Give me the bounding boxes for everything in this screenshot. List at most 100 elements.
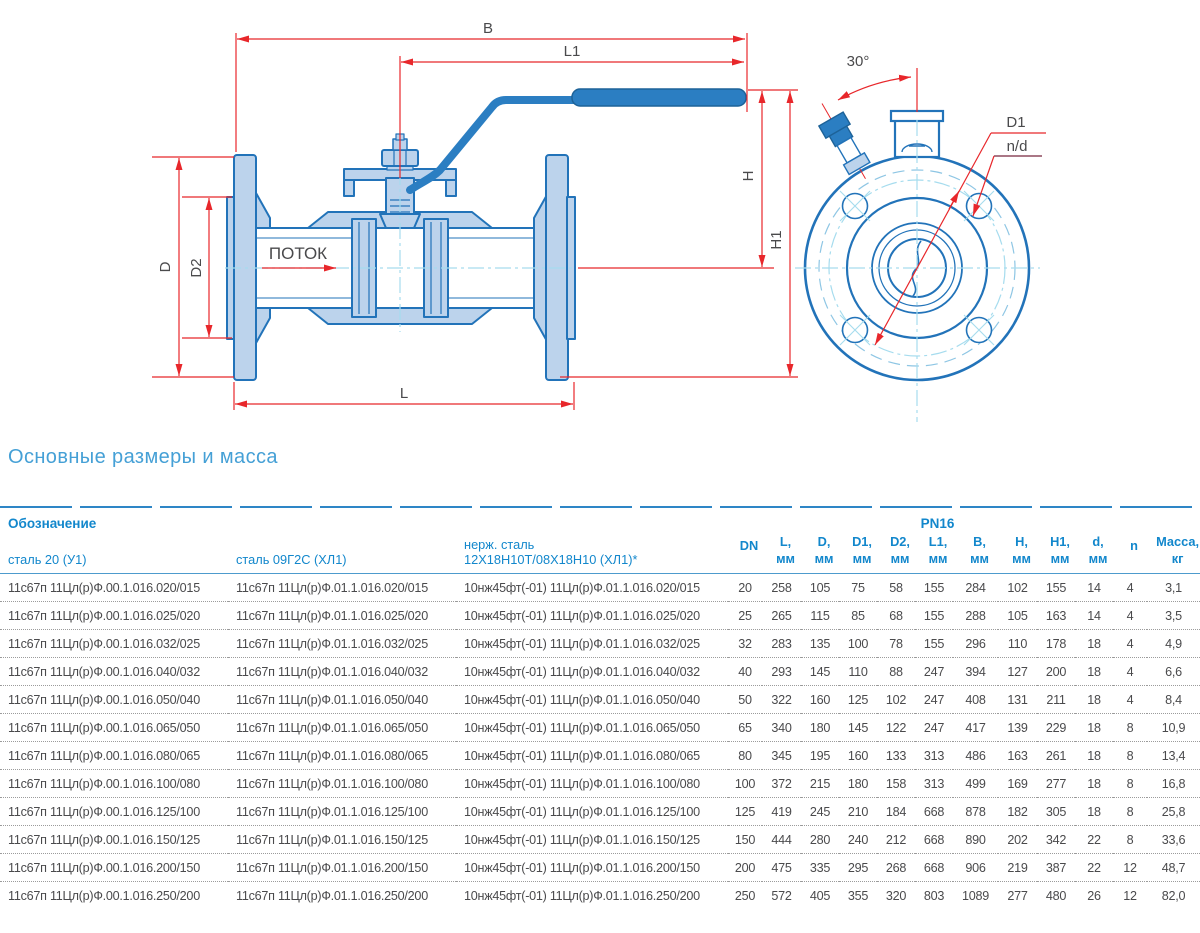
label-L1: L1: [564, 43, 581, 60]
cell-steel09g2s: 11с67п 11Цл(р)Ф.01.1.016.125/100: [228, 797, 456, 827]
cell-mass: 16,8: [1147, 769, 1200, 799]
cell-steel09g2s: 11с67п 11Цл(р)Ф.01.1.016.020/015: [228, 573, 456, 603]
cell-b: 906: [953, 853, 999, 883]
cell-l1: 155: [915, 629, 954, 659]
cell-l: 372: [762, 769, 802, 799]
cell-d: 180: [801, 713, 840, 743]
cell-steel20: 11с67п 11Цл(р)Ф.00.1.016.020/015: [0, 573, 228, 603]
cell-n: 8: [1113, 741, 1148, 771]
cell-h1: 155: [1037, 573, 1076, 603]
cell-h1: 305: [1037, 797, 1076, 827]
table-row: 11с67п 11Цл(р)Ф.00.1.016.150/125 11с67п 1…: [0, 825, 1200, 855]
cell-steel09g2s: 11с67п 11Цл(р)Ф.01.1.016.050/040: [228, 685, 456, 715]
handle-shaft: [406, 96, 580, 194]
cell-dn: 50: [728, 685, 763, 715]
table-row: 11с67п 11Цл(р)Ф.00.1.016.100/080 11с67п 1…: [0, 769, 1200, 799]
cell-mass: 3,1: [1147, 573, 1200, 603]
col-header-dn: DN: [728, 534, 763, 575]
cell-steel09g2s: 11с67п 11Цл(р)Ф.01.1.016.025/020: [228, 601, 456, 631]
cell-b: 878: [953, 797, 999, 827]
cell-mass: 48,7: [1147, 853, 1200, 883]
cell-d1: 100: [839, 629, 878, 659]
cell-n: 4: [1113, 573, 1148, 603]
cell-stainless: 10нж45фт(-01) 11Цл(р)Ф.01.1.016.150/125: [456, 825, 729, 855]
cell-n: 8: [1113, 825, 1148, 855]
cell-d2: 212: [877, 825, 916, 855]
cell-b: 394: [953, 657, 999, 687]
designation-group-header: Обозначение: [8, 516, 97, 531]
col-header-steel09g2s: сталь 09Г2С (ХЛ1): [228, 534, 456, 575]
cell-l: 345: [762, 741, 802, 771]
cell-dn: 250: [734, 888, 756, 903]
drawing-labels: B L1 D D2 L H H1 ПОТОК 30° D1 n/d: [157, 20, 1027, 402]
cell-d2: 320: [885, 888, 907, 903]
cell-l1: 247: [915, 713, 954, 743]
cell-d2: 184: [877, 797, 916, 827]
cell-n: 12: [1113, 853, 1148, 883]
table-row: 11с67п 11Цл(р)Ф.00.1.016.065/050 11с67п 1…: [0, 713, 1200, 743]
cell-steel20: 11с67п 11Цл(р)Ф.00.1.016.250/200: [8, 888, 200, 903]
cell-h: 105: [998, 601, 1038, 631]
cell-h1: 277: [1037, 769, 1076, 799]
drain-fitting: [817, 103, 871, 180]
cell-d: 105: [801, 573, 840, 603]
cell-l1: 668: [915, 853, 954, 883]
cell-stainless: 10нж45фт(-01) 11Цл(р)Ф.01.1.016.065/050: [456, 713, 729, 743]
cell-steel09g2s: 11с67п 11Цл(р)Ф.01.1.016.032/025: [228, 629, 456, 659]
label-nd: n/d: [1007, 138, 1028, 155]
cell-d2: 133: [877, 741, 916, 771]
table-body: 11с67п 11Цл(р)Ф.00.1.016.020/015 11с67п 1…: [0, 573, 1200, 910]
cell-h1: 211: [1037, 685, 1076, 715]
cell-b: 1089: [962, 888, 990, 903]
col-header-b: B, мм: [953, 534, 999, 575]
cell-d-hole: 18: [1075, 741, 1114, 771]
cell-d1: 125: [839, 685, 878, 715]
cell-d: 145: [801, 657, 840, 687]
col-header-d2: D2, мм: [877, 534, 916, 575]
cell-steel09g2s: 11с67п 11Цл(р)Ф.01.1.016.080/065: [228, 741, 456, 771]
cell-b: 486: [953, 741, 999, 771]
table-row: 11с67п 11Цл(р)Ф.00.1.016.025/020 11с67п 1…: [0, 601, 1200, 631]
cell-h1: 178: [1037, 629, 1076, 659]
cell-steel20: 11с67п 11Цл(р)Ф.00.1.016.150/125: [0, 825, 228, 855]
cell-n: 8: [1113, 797, 1148, 827]
col-header-h1: H1, мм: [1037, 534, 1076, 575]
cell-h: 139: [998, 713, 1038, 743]
cell-d: 405: [809, 888, 831, 903]
cell-n: 12: [1123, 888, 1137, 903]
cell-l1: 313: [915, 769, 954, 799]
cell-steel20: 11с67п 11Цл(р)Ф.00.1.016.100/080: [0, 769, 228, 799]
cell-d2: 122: [877, 713, 916, 743]
cell-l1: 247: [915, 657, 954, 687]
cell-d-hole: 26: [1087, 888, 1101, 903]
cell-b: 408: [953, 685, 999, 715]
cell-steel20: 11с67п 11Цл(р)Ф.00.1.016.125/100: [0, 797, 228, 827]
cell-h: 277: [1007, 888, 1028, 903]
col-header-steel20: сталь 20 (У1): [0, 534, 228, 575]
cell-l: 444: [762, 825, 802, 855]
cell-d-hole: 18: [1075, 657, 1114, 687]
cell-mass: 8,4: [1147, 685, 1200, 715]
cell-steel20: 11с67п 11Цл(р)Ф.00.1.016.040/032: [0, 657, 228, 687]
cell-d1: 355: [847, 888, 869, 903]
dim-angle-arc: [837, 74, 912, 101]
cell-b: 890: [953, 825, 999, 855]
dimensions-table: Обозначение PN16 сталь 20 (У1) сталь 09Г2…: [0, 508, 1200, 909]
cell-d1: 240: [839, 825, 878, 855]
cell-l: 258: [762, 573, 802, 603]
cell-stainless: 10нж45фт(-01) 11Цл(р)Ф.01.1.016.040/032: [456, 657, 729, 687]
spacer: [728, 508, 762, 534]
cell-d-hole: 22: [1075, 853, 1114, 883]
cell-l: 293: [762, 657, 802, 687]
stem-end-detail: [901, 143, 933, 153]
cell-dn: 20: [728, 573, 763, 603]
cell-d1: 110: [839, 657, 878, 687]
cell-dn: 25: [728, 601, 763, 631]
cell-d1: 160: [839, 741, 878, 771]
cell-mass: 33,6: [1147, 825, 1200, 855]
cell-d-hole: 22: [1075, 825, 1114, 855]
cell-h1: 261: [1037, 741, 1076, 771]
col-header-l1: L1, мм: [915, 534, 954, 575]
cell-h1: 387: [1037, 853, 1076, 883]
cell-h: 127: [998, 657, 1038, 687]
